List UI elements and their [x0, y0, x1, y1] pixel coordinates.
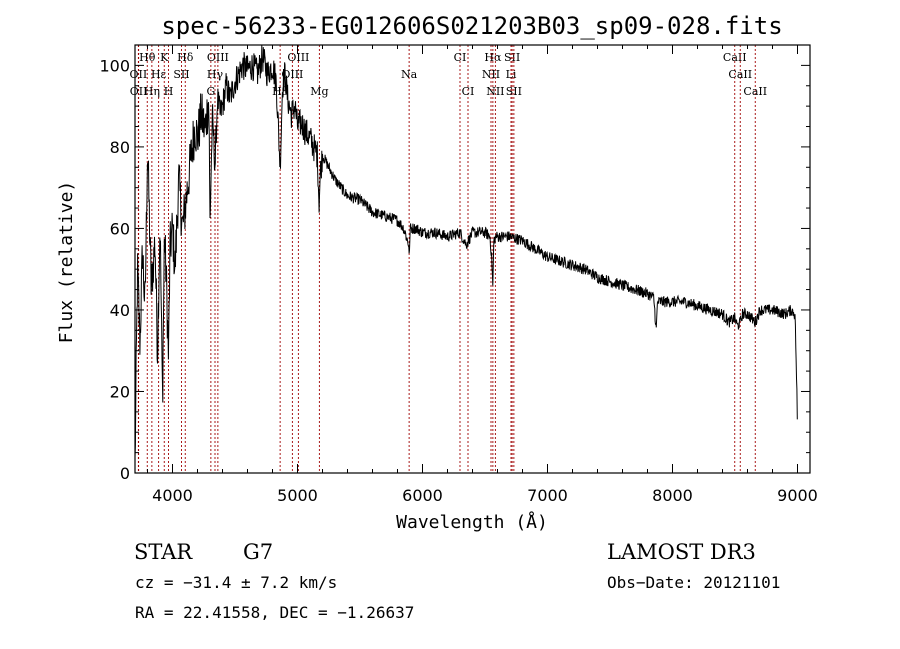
spectral-line-label: OIII — [207, 51, 229, 64]
x-tick-label: 5000 — [277, 486, 318, 505]
spectral-line-label: CaII — [728, 68, 752, 81]
spectral-line-label: SII — [506, 85, 522, 98]
x-tick-label: 7000 — [527, 486, 568, 505]
spectral-line-label: SII — [173, 68, 189, 81]
spectral-line-label: CaII — [723, 51, 747, 64]
spectral-line-label: Na — [401, 68, 418, 81]
spectral-line-label: Hη — [144, 85, 160, 98]
y-tick-label: 100 — [99, 56, 130, 75]
spectral-line-label: Hδ — [177, 51, 194, 64]
spectral-line-label: H — [164, 85, 174, 98]
y-axis-label: Flux (relative) — [56, 181, 77, 344]
y-tick-label: 60 — [110, 219, 130, 238]
spectral-line-label: Hγ — [207, 68, 224, 81]
spectral-line-label: Hα — [484, 51, 502, 64]
x-axis-label: Wavelength (Å) — [396, 511, 548, 533]
object-subclass: G7 — [243, 540, 274, 564]
spectral-line-label: G — [206, 85, 215, 98]
chart-title: spec-56233-EG012606S021203B03_sp09-028.f… — [161, 12, 782, 40]
spectral-line-label: NII — [482, 68, 500, 81]
spectral-line-label: Hε — [151, 68, 167, 81]
y-tick-label: 20 — [110, 382, 130, 401]
spectral-line-label: CaII — [743, 85, 767, 98]
spectral-line-label: Mg — [310, 85, 328, 98]
x-tick-label: 4000 — [152, 486, 193, 505]
spectral-line-label: CI — [454, 51, 467, 64]
spectral-line-label: SII — [504, 51, 520, 64]
axis-ticks: 4000 5000 6000 7000 8000 9000 0 20 40 60 80 100 — [99, 44, 818, 505]
survey-label: LAMOST DR3 — [607, 540, 756, 564]
spectral-line-label: Hθ — [139, 51, 156, 64]
plot-frame — [134, 44, 811, 474]
observation-date: Obs−Date: 20121101 — [607, 573, 781, 592]
spectral-line-label: OII — [130, 85, 148, 98]
x-tick-label: 6000 — [402, 486, 443, 505]
series-group — [135, 45, 798, 457]
redshift-cz: cz = −31.4 ± 7.2 km/s — [135, 573, 338, 592]
spectral-line-label: OIII — [287, 51, 309, 64]
y-tick-label: 40 — [110, 301, 130, 320]
spectral-line-label: Li — [506, 68, 517, 81]
y-tick-label: 80 — [110, 138, 130, 157]
spectral-line-label: NII — [486, 85, 504, 98]
x-tick-label: 9000 — [777, 486, 818, 505]
x-tick-label: 8000 — [652, 486, 693, 505]
spectral-line-label: K — [160, 51, 169, 64]
object-class: STAR — [134, 540, 193, 564]
y-tick-label: 0 — [120, 464, 130, 483]
spectrum-line — [135, 45, 798, 457]
coordinates: RA = 22.41558, DEC = −1.26637 — [135, 603, 415, 622]
spectral-line-label: CI — [462, 85, 475, 98]
